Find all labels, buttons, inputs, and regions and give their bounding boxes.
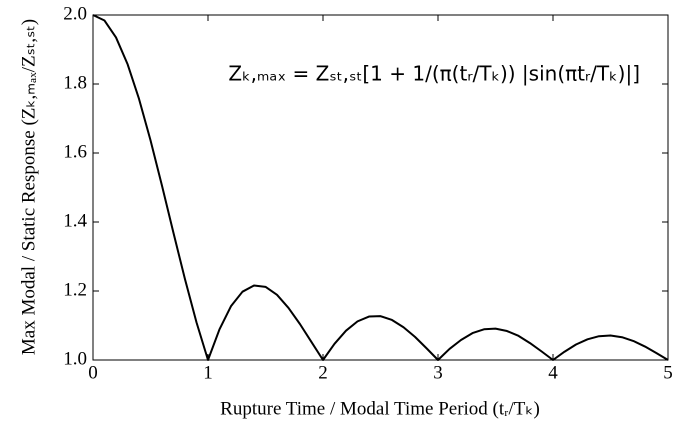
y-axis-label: Max Modal / Static Response (Zₖ,ₘₐₓ/Zₛₜ,… [18, 19, 39, 355]
x-tick-label: 2 [318, 362, 328, 383]
x-tick-label: 1 [203, 362, 213, 383]
y-tick-label: 2.0 [63, 3, 87, 24]
y-tick-label: 1.2 [63, 279, 87, 300]
y-tick-label: 1.6 [63, 141, 87, 162]
y-tick-label: 1.0 [63, 348, 87, 369]
plot-frame [92, 14, 669, 361]
x-tick-label: 3 [433, 362, 443, 383]
x-axis-label: Rupture Time / Modal Time Period (tᵣ/Tₖ) [220, 398, 540, 419]
y-tick-label: 1.8 [63, 72, 87, 93]
x-tick-label: 5 [663, 362, 673, 383]
line [92, 14, 669, 361]
x-tick-label: 0 [88, 362, 98, 383]
annotation: Zₖ,ₘₐₓ = Zₛₜ,ₛₜ[1 + 1/(π(tᵣ/Tₖ)) |sin(πt… [228, 62, 640, 86]
y-tick-label: 1.4 [63, 210, 87, 231]
x-tick-label: 4 [548, 362, 558, 383]
